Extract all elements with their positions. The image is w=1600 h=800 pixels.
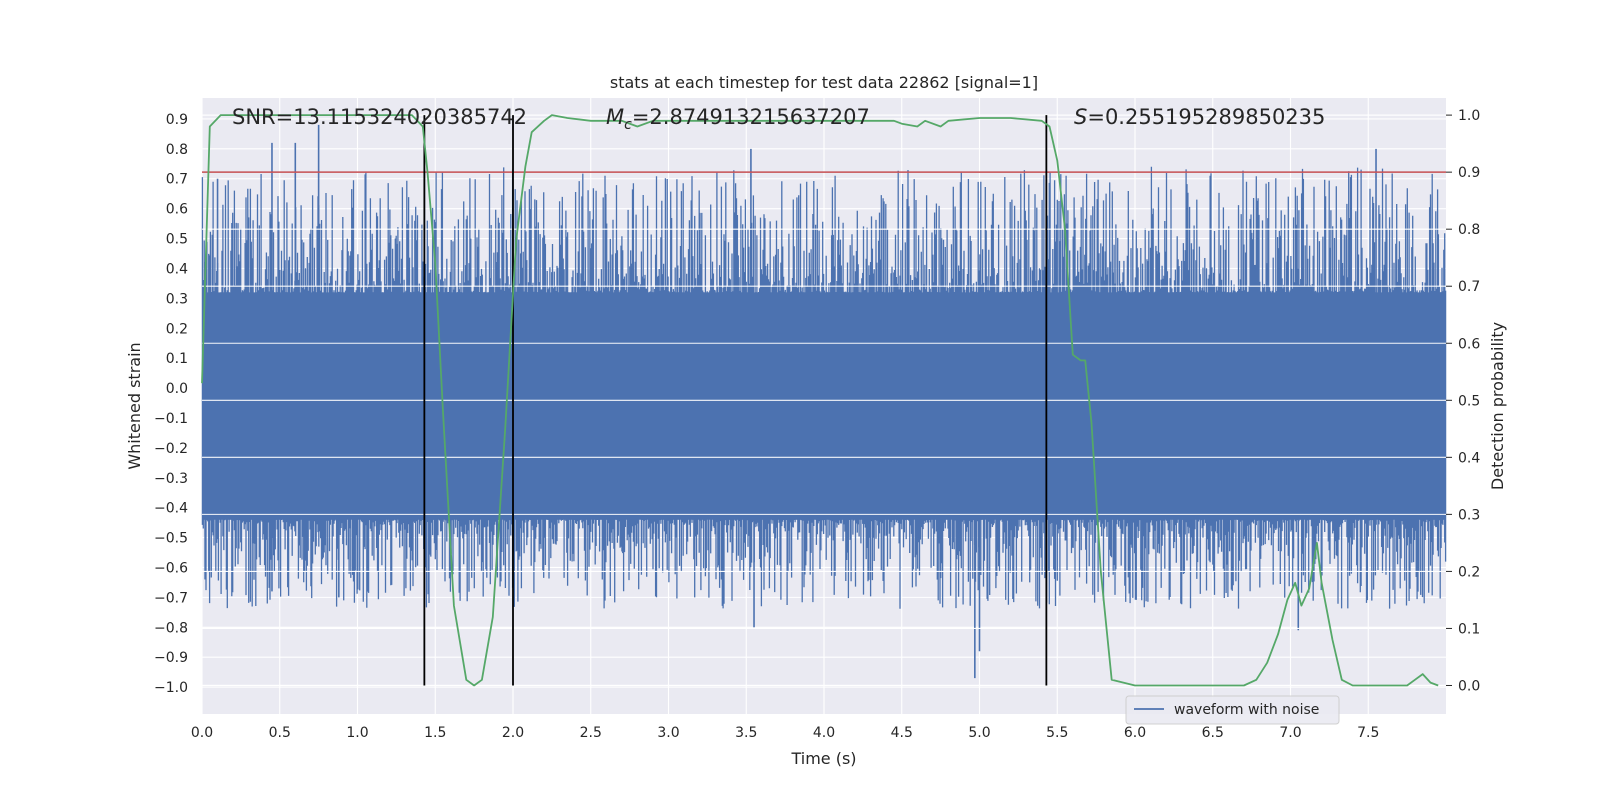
detection-probability-line (201, 114, 1439, 687)
x-tick-label: 2.5 (580, 725, 602, 741)
x-tick-label: 0.5 (269, 725, 291, 741)
y-axis-label: Whitened strain (125, 342, 144, 469)
y-tick-label: 0.7 (166, 172, 188, 188)
axis-layer: 0.0 0.5 1.0 1.5 2.0 2.5 3.0 3.5 4.0 4.5 5.0 5.5 6.0 6… (154, 108, 1480, 741)
x-tick-label: 4.0 (813, 725, 835, 741)
y-tick-label: −0.9 (154, 650, 188, 666)
y2-axis-label: Detection probability (1488, 322, 1507, 490)
x-tick-label: 6.0 (1124, 725, 1146, 741)
x-tick-label: 7.0 (1279, 725, 1301, 741)
x-tick-label: 1.0 (346, 725, 368, 741)
y2-tick-label: 1.0 (1458, 108, 1480, 124)
x-tick-label: 3.0 (657, 725, 679, 741)
y-tick-label: −0.5 (154, 531, 188, 547)
legend: waveform with noise (1125, 695, 1340, 725)
y-tick-label: 0.2 (166, 321, 188, 337)
s-annotation: S=0.255195289850235 (1074, 105, 1325, 129)
legend-box (1125, 695, 1340, 725)
y-tick-label: −0.3 (154, 471, 188, 487)
y-tick-label: 0.5 (166, 232, 188, 248)
y-tick-label: 0.1 (166, 351, 188, 367)
noise-layer (201, 114, 1447, 687)
y-tick-label: −0.1 (154, 411, 188, 427)
y2-tick-label: 0.8 (1458, 222, 1480, 238)
y2-tick-label: 0.4 (1458, 450, 1480, 466)
x-tick-label: 2.0 (502, 725, 524, 741)
y-tick-label: 0.3 (166, 291, 188, 307)
y2-tick-label: 0.7 (1458, 279, 1480, 295)
y2-tick-label: 0.2 (1458, 564, 1480, 580)
s-value: =0.255195289850235 (1087, 105, 1325, 129)
y-tick-label: −0.2 (154, 441, 188, 457)
chirp-mass-annotation: Mc=2.874913215637207 (606, 105, 870, 133)
y2-tick-label: 0.3 (1458, 507, 1480, 523)
y2-tick-label: 0.6 (1458, 336, 1480, 352)
waveform-core-band (202, 292, 1446, 520)
x-tick-label: 3.5 (735, 725, 757, 741)
chirp-mass-symbol: M (606, 105, 624, 129)
x-tick-label: 5.5 (1046, 725, 1068, 741)
x-tick-label: 0.0 (191, 725, 213, 741)
overlay-layer (201, 114, 1446, 687)
s-symbol: S (1074, 105, 1087, 129)
legend-label: waveform with noise (1174, 702, 1319, 718)
y2-tick-label: 0.1 (1458, 621, 1480, 637)
x-tick-label: 4.5 (891, 725, 913, 741)
x-tick-label: 5.0 (968, 725, 990, 741)
y-tick-label: −0.8 (154, 620, 188, 636)
x-axis-label: Time (s) (790, 749, 856, 768)
x-tick-label: 1.5 (424, 725, 446, 741)
y2-tick-label: 0.0 (1458, 678, 1480, 694)
chirp-mass-subscript: c (624, 117, 632, 133)
y-tick-label: 0.9 (166, 112, 188, 128)
y2-tick-label: 0.9 (1458, 165, 1480, 181)
y-tick-label: −0.6 (154, 560, 188, 576)
y-tick-label: 0.4 (166, 261, 188, 277)
y-tick-label: −0.4 (154, 501, 188, 517)
chirp-mass-value: =2.874913215637207 (632, 105, 870, 129)
y-tick-label: −0.7 (154, 590, 188, 606)
chart-title: stats at each timestep for test data 228… (610, 73, 1038, 92)
y-tick-label: 0.6 (166, 202, 188, 218)
x-tick-label: 6.5 (1202, 725, 1224, 741)
x-tick-label: 7.5 (1357, 725, 1379, 741)
y-tick-label: 0.8 (166, 142, 188, 158)
y-tick-label: −1.0 (154, 680, 188, 696)
y-tick-label: 0.0 (166, 381, 188, 397)
y2-tick-label: 0.5 (1458, 393, 1480, 409)
snr-annotation: SNR=13.115324020385742 (232, 105, 527, 129)
